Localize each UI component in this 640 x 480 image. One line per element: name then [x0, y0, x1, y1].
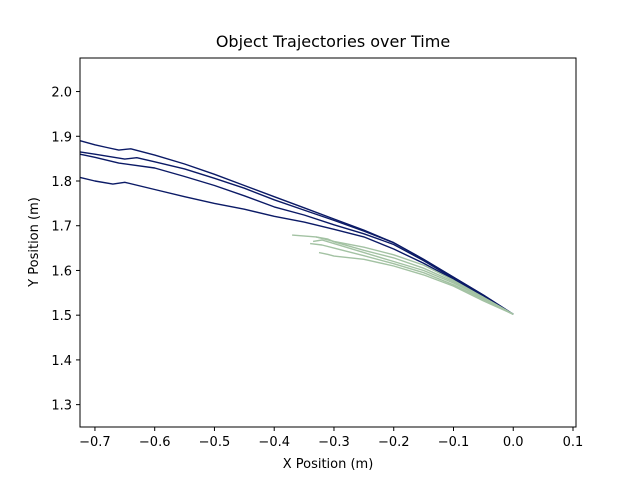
plot-area [79, 140, 514, 315]
x-tick-label: −0.2 [378, 435, 410, 450]
trajectory-line-7 [312, 239, 514, 315]
y-tick-label: 1.9 [51, 130, 72, 145]
y-tick-label: 1.3 [51, 399, 72, 414]
x-axis: −0.7 −0.6 −0.5 −0.4 −0.3 −0.2 −0.1 0.0 0.1 [79, 427, 583, 450]
trajectory-line-8 [310, 242, 514, 315]
plot-frame [79, 57, 577, 428]
x-tick-label: −0.4 [258, 435, 290, 450]
trajectory-line-4 [79, 176, 514, 315]
x-tick-label: −0.1 [438, 435, 470, 450]
y-tick-label: 2.0 [51, 86, 72, 101]
trajectory-line-2 [79, 151, 514, 315]
chart-title: Object Trajectories over Time [216, 32, 450, 51]
y-tick-label: 1.5 [51, 309, 72, 324]
x-tick-label: −0.3 [318, 435, 350, 450]
trajectory-line-6 [315, 236, 514, 315]
trajectory-line-3 [79, 153, 514, 315]
x-tick-label: −0.7 [79, 435, 111, 450]
y-tick-label: 1.6 [51, 264, 72, 279]
y-tick-label: 1.7 [51, 220, 72, 235]
x-tick-label: −0.6 [139, 435, 171, 450]
x-axis-label: X Position (m) [283, 457, 374, 472]
y-axis: 1.3 1.4 1.5 1.6 1.7 1.8 1.9 2.0 [51, 86, 80, 414]
y-tick-label: 1.8 [51, 175, 72, 190]
trajectory-line-9 [318, 251, 514, 315]
y-tick-label: 1.4 [51, 354, 72, 369]
y-axis-label: Y Position (m) [27, 197, 42, 288]
x-tick-label: 0.0 [503, 435, 524, 450]
x-tick-label: 0.1 [563, 435, 584, 450]
x-tick-label: −0.5 [199, 435, 231, 450]
